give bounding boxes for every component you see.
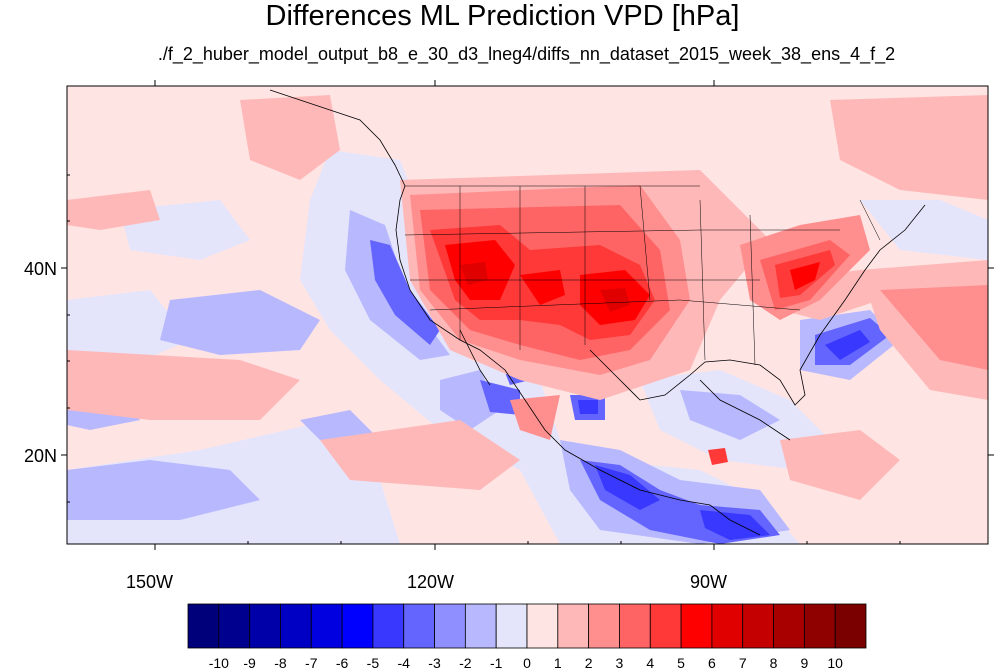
colorbar-swatch	[773, 603, 805, 649]
colorbar-swatch	[803, 603, 836, 649]
colorbar-tick-label: -5	[366, 655, 380, 671]
colorbar-tick-label: -8	[274, 655, 287, 671]
coastlines	[269, 89, 926, 536]
colorbar-swatch	[557, 603, 590, 649]
colorbar-swatch	[742, 603, 774, 649]
map-title: Differences ML Prediction VPD [hPa]	[265, 0, 740, 32]
colorbar-swatch	[280, 603, 312, 649]
colorbar-swatch	[495, 603, 528, 649]
colorbar-tick-label: 6	[708, 655, 716, 671]
colorbar-tick-label: 2	[584, 655, 593, 671]
colorbar-swatch	[403, 603, 435, 649]
colorbar-swatch	[464, 603, 497, 649]
colorbar-tick-label: 7	[738, 655, 747, 671]
colorbar-swatch	[680, 603, 713, 649]
colorbar-swatch	[341, 603, 374, 649]
colorbar-swatch	[434, 603, 466, 649]
colorbar-tick-label: 10	[827, 655, 843, 671]
colorbar-tick-label: 3	[615, 655, 624, 671]
colorbar-swatch	[619, 603, 651, 649]
colorbar-tick-label: -3	[428, 655, 441, 671]
colorbar-tick-label: 0	[523, 655, 531, 671]
map-subtitle: ./f_2_huber_model_output_b8_e_30_d3_lneg…	[157, 44, 896, 64]
lon-tick-90w: 90W	[690, 572, 728, 592]
colorbar-tick-label: -10	[208, 655, 229, 671]
colorbar-swatch	[310, 603, 343, 649]
colorbar-swatch	[588, 603, 620, 649]
colorbar-swatch	[249, 603, 281, 649]
colorbar-tick-label: 5	[677, 655, 685, 671]
colorbar-swatch	[187, 603, 220, 649]
colorbar-swatch	[218, 603, 251, 649]
axis-ticks	[61, 80, 994, 550]
colorbar-tick-label: -6	[335, 655, 349, 671]
colorbar-tick-label: 1	[553, 655, 562, 671]
difference-field	[67, 86, 988, 544]
colorbar-swatch	[834, 603, 867, 649]
lon-tick-120w: 120W	[407, 572, 455, 592]
colorbar	[187, 603, 867, 649]
colorbar-swatch	[649, 603, 682, 649]
colorbar-tick-label: -7	[305, 655, 318, 671]
lat-tick-20n: 20N	[24, 446, 58, 466]
lon-tick-150w: 150W	[126, 572, 174, 592]
colorbar-tick-label: -4	[397, 655, 410, 671]
colorbar-tick-label: -9	[243, 655, 256, 671]
colorbar-tick-label: 9	[800, 655, 809, 671]
colorbar-tick-label: -2	[459, 655, 472, 671]
colorbar-tick-label: -1	[489, 655, 503, 671]
colorbar-swatch	[372, 603, 405, 649]
field-level-plus7	[460, 262, 630, 312]
colorbar-swatch	[526, 603, 559, 649]
field-level-minus5	[578, 330, 870, 540]
state-borders	[404, 185, 881, 366]
colorbar-tick-label: 4	[646, 655, 655, 671]
colorbar-swatch	[711, 603, 744, 649]
colorbar-tick-label: 8	[769, 655, 778, 671]
lat-tick-40n: 40N	[24, 259, 58, 279]
